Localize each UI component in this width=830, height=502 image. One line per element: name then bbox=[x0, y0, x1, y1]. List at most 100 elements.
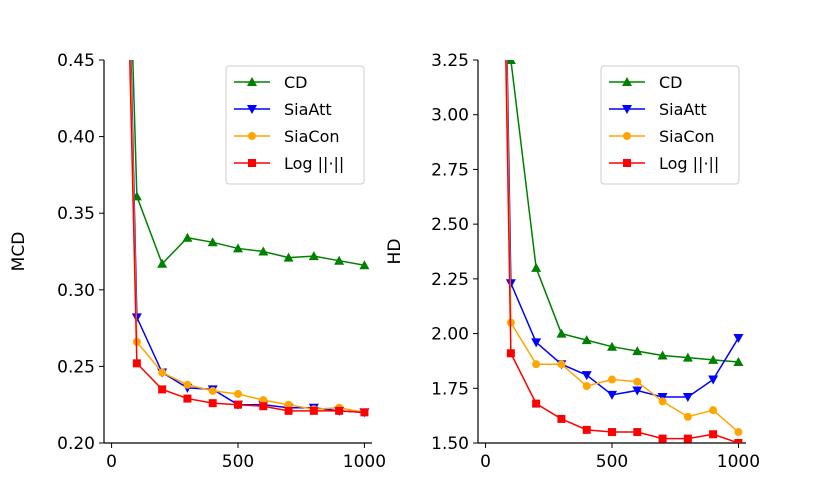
legend-frame bbox=[600, 65, 740, 185]
data-point-2-9 bbox=[709, 406, 718, 415]
legend-swatch-marker-3 bbox=[248, 159, 256, 167]
legend-swatch-marker-0 bbox=[247, 77, 257, 86]
legend-label-0: CD bbox=[659, 73, 683, 92]
legend-label-3: Log ||·|| bbox=[284, 154, 344, 173]
data-point-2-5 bbox=[234, 389, 242, 398]
legend-label-2: SiaCon bbox=[659, 127, 715, 146]
legend-label-0: CD bbox=[284, 73, 308, 92]
panel-1: 1.50 1.75 2.00 2.25 2.50 2.75 3.00 3.25 0 500 1000… bbox=[385, 51, 760, 472]
data-point-0-4 bbox=[207, 237, 218, 247]
data-point-0-10 bbox=[359, 260, 370, 270]
legend-label-2: SiaCon bbox=[284, 127, 340, 146]
y-tick-label: 0.25 bbox=[57, 357, 95, 377]
data-point-2-4 bbox=[208, 386, 217, 395]
series-line-2 bbox=[505, 60, 739, 433]
legend-label-1: SiaAtt bbox=[284, 100, 332, 119]
data-point-1-2 bbox=[531, 338, 542, 348]
data-point-0-7 bbox=[283, 252, 294, 262]
panel-0: 0.20 0.25 0.30 0.35 0.40 0.45 0 500 1000 MCD CD Sia… bbox=[9, 51, 386, 472]
x-tick-label: 500 bbox=[596, 452, 628, 472]
data-point-3-7 bbox=[284, 406, 293, 415]
data-point-0-7 bbox=[682, 352, 693, 362]
data-point-2-10 bbox=[734, 428, 743, 437]
y-tick-label: 2.75 bbox=[431, 160, 469, 180]
data-point-3-2 bbox=[158, 385, 167, 394]
x-tick-label: 0 bbox=[106, 452, 117, 472]
data-point-1-5 bbox=[607, 390, 617, 400]
data-point-3-8 bbox=[683, 434, 692, 443]
data-point-3-7 bbox=[658, 434, 667, 443]
data-point-0-0 bbox=[505, 60, 516, 64]
data-point-2-2 bbox=[158, 368, 167, 377]
data-point-0-9 bbox=[334, 255, 345, 265]
data-point-3-1 bbox=[132, 359, 141, 368]
plot-area bbox=[505, 60, 744, 443]
legend-label-3: Log ||·|| bbox=[659, 154, 719, 173]
data-point-3-5 bbox=[608, 428, 616, 437]
y-tick-label: 0.20 bbox=[57, 434, 95, 454]
data-point-0-8 bbox=[708, 354, 719, 364]
legend-swatch-marker-2 bbox=[623, 132, 631, 140]
data-point-3-3 bbox=[183, 394, 192, 403]
data-point-3-10 bbox=[360, 408, 369, 417]
data-point-0-4 bbox=[607, 341, 617, 351]
y-tick-label: 3.25 bbox=[431, 51, 469, 71]
x-tick-label: 1000 bbox=[717, 452, 760, 472]
data-point-3-6 bbox=[633, 428, 642, 437]
legend-swatch-marker-1 bbox=[247, 105, 257, 114]
data-point-0-5 bbox=[233, 243, 243, 253]
data-point-1-4 bbox=[581, 371, 592, 381]
x-tick-label: 0 bbox=[480, 452, 491, 472]
series-line-1 bbox=[130, 60, 365, 414]
data-point-0-2 bbox=[556, 328, 567, 338]
data-point-2-4 bbox=[582, 382, 591, 391]
data-point-0-8 bbox=[308, 251, 319, 261]
legend-frame bbox=[225, 65, 365, 185]
y-tick-label: 0.35 bbox=[57, 204, 95, 224]
series-line-2 bbox=[129, 60, 365, 414]
data-point-3-9 bbox=[709, 430, 718, 439]
data-point-2-7 bbox=[658, 397, 667, 406]
data-point-0-1 bbox=[531, 262, 542, 272]
legend-swatch-marker-2 bbox=[248, 132, 256, 140]
data-point-2-3 bbox=[557, 360, 566, 369]
data-point-0-3 bbox=[182, 232, 193, 242]
data-point-1-10 bbox=[733, 333, 744, 343]
y-tick-label: 1.75 bbox=[431, 379, 469, 399]
series-line-0 bbox=[510, 60, 739, 363]
legend: CD SiaAtt SiaCon Log ||·|| bbox=[225, 65, 365, 185]
y-tick-label: 1.50 bbox=[431, 434, 469, 454]
y-tick-label: 3.00 bbox=[431, 106, 469, 126]
data-point-2-7 bbox=[284, 400, 293, 409]
x-tick-label: 500 bbox=[222, 452, 254, 472]
data-point-2-8 bbox=[683, 412, 692, 421]
data-point-3-4 bbox=[582, 425, 591, 434]
data-point-3-5 bbox=[234, 400, 242, 409]
legend-swatch-marker-1 bbox=[622, 105, 632, 114]
y-tick-label: 0.40 bbox=[57, 128, 95, 148]
legend-swatch-marker-0 bbox=[622, 77, 632, 86]
y-tick-label: 0.30 bbox=[57, 281, 95, 301]
data-point-3-4 bbox=[208, 399, 217, 408]
y-tick-label: 2.00 bbox=[431, 325, 469, 345]
data-point-3-3 bbox=[557, 414, 566, 423]
data-point-3-9 bbox=[335, 406, 344, 415]
data-point-2-6 bbox=[633, 377, 642, 386]
data-point-3-2 bbox=[532, 399, 541, 408]
data-point-0-3 bbox=[581, 335, 592, 345]
data-point-3-8 bbox=[309, 406, 318, 415]
data-point-2-5 bbox=[608, 375, 616, 384]
plot-area bbox=[129, 60, 370, 418]
data-point-2-3 bbox=[183, 380, 192, 389]
data-point-2-2 bbox=[532, 360, 541, 369]
data-point-3-1 bbox=[506, 349, 515, 358]
y-tick-label: 2.50 bbox=[431, 215, 469, 235]
data-point-0-9 bbox=[733, 357, 744, 367]
legend: CD SiaAtt SiaCon Log ||·|| bbox=[600, 65, 740, 185]
y-axis-label: MCD bbox=[9, 232, 29, 272]
y-tick-label: 2.25 bbox=[431, 270, 469, 290]
data-point-1-8 bbox=[682, 393, 693, 403]
legend-label-1: SiaAtt bbox=[659, 100, 707, 119]
